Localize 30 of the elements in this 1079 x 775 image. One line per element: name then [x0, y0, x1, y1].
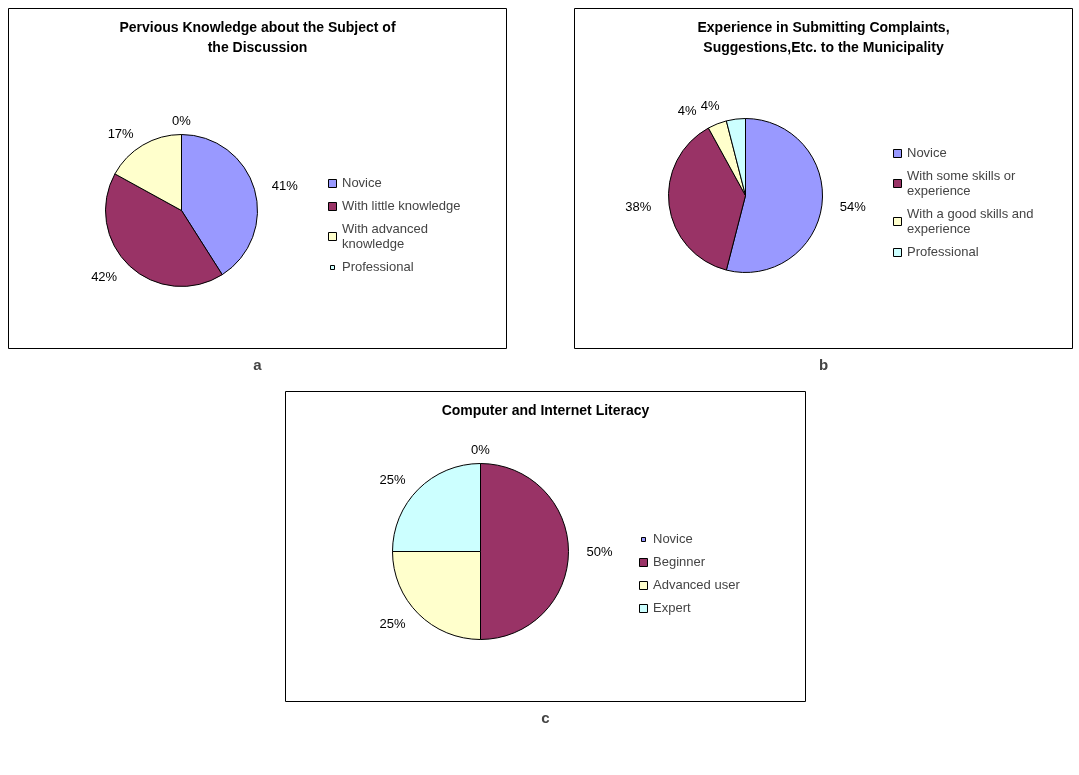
data-label: 54%: [839, 199, 867, 215]
text: 0%: [172, 113, 191, 128]
chart-title: Pervious Knowledge about the Subject of the Discussion: [119, 18, 396, 55]
legend-label: With little knowledge: [342, 198, 461, 213]
legend-label: Expert: [653, 600, 691, 615]
legend-label: Professional: [907, 244, 979, 259]
text: c: [541, 708, 550, 726]
legend-label: With advanced knowledge: [342, 221, 428, 251]
text: a: [253, 355, 263, 373]
legend-label: Novice: [653, 531, 693, 546]
legend-label: Beginner: [653, 554, 706, 569]
data-label: 4%: [700, 97, 721, 113]
text: 0%: [471, 442, 490, 457]
data-label: 41%: [271, 177, 299, 193]
legend-label: With some skills or experience: [907, 168, 1016, 198]
data-label: 42%: [91, 268, 118, 284]
legend-label: With a good skills and experience: [907, 206, 1034, 236]
data-label: 25%: [379, 616, 406, 632]
data-label: 17%: [107, 125, 135, 141]
legend-label: Novice: [907, 145, 947, 160]
data-label: 25%: [379, 471, 406, 487]
data-label: 38%: [625, 199, 652, 215]
legend-label: Professional: [342, 259, 414, 274]
data-label: 4%: [677, 103, 697, 119]
text: b: [818, 355, 829, 373]
chart-title: Experience in Submitting Complaints, Suggestions,Etc. to the Municipality: [697, 18, 950, 55]
chart-title: Computer and Internet Literacy: [441, 401, 650, 418]
data-label: 50%: [586, 544, 613, 559]
legend-label: Advanced user: [653, 577, 740, 592]
legend-label: Novice: [342, 175, 382, 190]
